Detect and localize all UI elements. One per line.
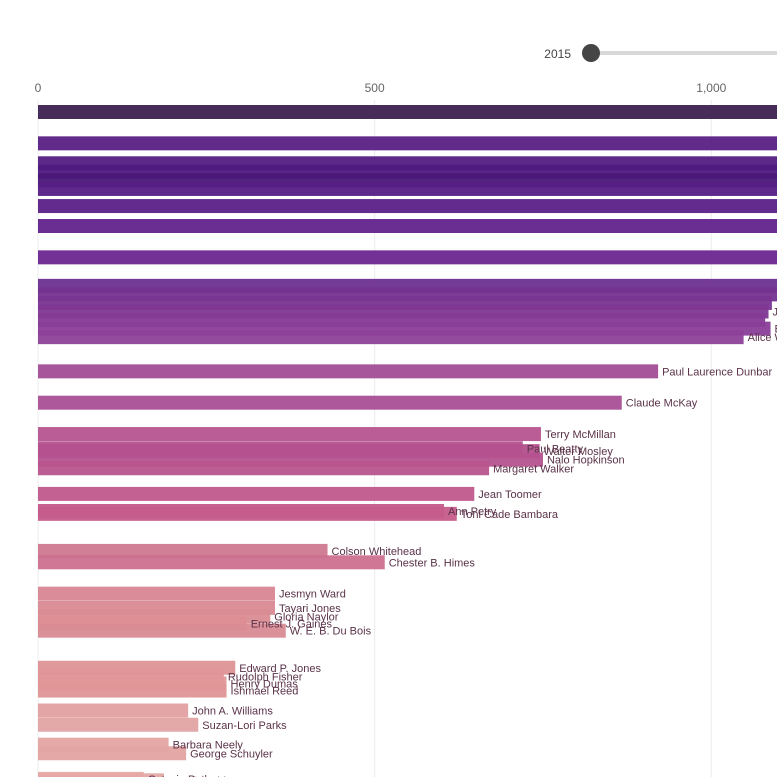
bar <box>38 773 164 777</box>
bar-label: Colson Whitehead <box>332 546 422 558</box>
bar <box>38 543 328 558</box>
bar <box>38 717 199 732</box>
bar-label: Nalo Hopkinson <box>547 455 625 467</box>
bar <box>38 461 490 476</box>
bar-label: George Schuyler <box>190 748 273 760</box>
bar-label: Jean Toomer <box>478 489 542 501</box>
x-axis: 0 500 1,000 <box>35 81 727 95</box>
bar-label: Suzan-Lori Parks <box>202 720 287 732</box>
bar-label: Barbara Neely <box>173 740 244 752</box>
bar-label: Rudolph Fisher <box>228 671 303 683</box>
bar-label: Alice W <box>748 332 777 344</box>
bar <box>38 486 475 501</box>
bar <box>38 746 187 761</box>
bar <box>38 181 777 196</box>
bar-label: Ernest J. Gaines <box>251 619 333 631</box>
bar-label: Chester B. Himes <box>389 557 476 569</box>
bar-label: Walter Mosley <box>544 446 614 458</box>
year-slider[interactable]: 2015 <box>544 44 777 62</box>
bar-label: Ja <box>773 307 777 319</box>
bar-label: Ann Petry <box>448 506 497 518</box>
bar-label: Margaret Walker <box>493 463 574 475</box>
bar-label: Jesmyn Ward <box>279 589 346 601</box>
slider-handle[interactable] <box>582 44 600 62</box>
bar <box>38 395 622 410</box>
bar-label: Angel Mathis <box>168 775 232 777</box>
bar <box>38 250 777 265</box>
bar <box>38 555 385 570</box>
bars <box>38 105 777 777</box>
bar <box>38 136 777 151</box>
bar-label: Terry McMillan <box>545 429 616 441</box>
bar-label: John A. Williams <box>192 706 273 718</box>
bar-labels: Ja EAlice W Paul Laurence Dunbar Claude McK… <box>148 307 777 777</box>
bar <box>38 105 777 119</box>
bar-label: Octavia Butler <box>148 774 217 777</box>
bar-label: W. E. B. Du Bois <box>290 626 372 638</box>
bar <box>38 364 659 379</box>
bar-label: Paul Beatty <box>527 443 584 455</box>
x-tick-label: 1,000 <box>696 81 726 95</box>
x-tick-label: 0 <box>35 81 42 95</box>
bar-label: Ishmael Reed <box>231 686 299 698</box>
bar <box>38 427 541 442</box>
bar-label: Tayari Jones <box>279 603 341 615</box>
bar-label: Claude McKay <box>626 398 698 410</box>
bar <box>38 219 777 233</box>
bar <box>38 330 744 345</box>
bar-label: Gloria Naylor <box>274 611 339 623</box>
bar <box>38 683 227 698</box>
slider-year-label: 2015 <box>544 47 571 61</box>
bar <box>38 586 276 601</box>
bar <box>38 623 286 638</box>
bar-label: Paul Laurence Dunbar <box>662 366 772 378</box>
bar-label: Edward P. Jones <box>239 663 321 675</box>
bar-label: E <box>775 324 777 336</box>
bar <box>38 199 777 214</box>
bar <box>38 506 457 521</box>
bar-label: Toni Cade Bambara <box>461 509 559 521</box>
bar-label: Henry Dumas <box>231 678 299 690</box>
bar <box>38 703 189 718</box>
x-tick-label: 500 <box>365 81 385 95</box>
